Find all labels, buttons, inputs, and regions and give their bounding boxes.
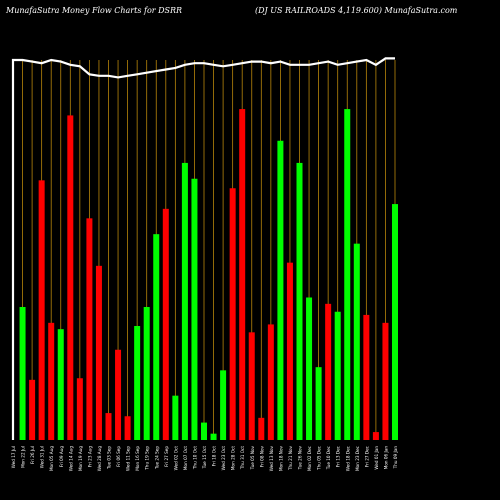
- x-tick-label: Fri 06 Sep: [116, 446, 121, 467]
- x-tick-label: Wed 18 Dec: [345, 445, 350, 471]
- x-tick-label: Mon 02 Dec: [307, 445, 312, 471]
- bar: [325, 303, 332, 440]
- x-tick-label: Wed 28 Aug: [97, 446, 102, 472]
- price-line: [11, 57, 395, 440]
- bar: [115, 349, 122, 440]
- bar: [267, 324, 274, 440]
- bar: [277, 140, 284, 440]
- x-tick-label: Mon 23 Dec: [355, 445, 360, 471]
- x-tick-label: Fri 18 Oct: [212, 446, 217, 467]
- x-tick-label: Mon 18 Nov: [278, 445, 283, 471]
- bar: [48, 322, 55, 440]
- bar: [248, 332, 255, 440]
- bar: [353, 243, 360, 440]
- x-tick-label: Thu 31 Oct: [240, 446, 245, 470]
- bar: [191, 178, 198, 440]
- bar: [392, 204, 398, 440]
- bar: [334, 311, 341, 440]
- x-tick-label: Wed 01 Jan: [374, 446, 379, 470]
- bar: [286, 262, 293, 440]
- bar: [181, 162, 188, 440]
- x-tick-label: Wed 31 Jul: [40, 446, 45, 468]
- bar: [19, 307, 26, 440]
- x-tick-label: Thu 05 Dec: [317, 445, 322, 471]
- x-tick-label: Tue 26 Nov: [298, 445, 303, 470]
- x-tick-label: Mon 06 Jan: [383, 446, 388, 470]
- bar: [134, 326, 141, 440]
- bar: [105, 413, 112, 440]
- x-tick-label: Wed 11 Sep: [126, 446, 131, 471]
- bar: [172, 395, 179, 440]
- bar: [86, 218, 93, 440]
- x-tick-label: Mon 05 Aug: [49, 446, 54, 471]
- x-tick-label: Fri 13 Dec: [336, 445, 341, 467]
- x-tick-label: Thu 09 Jan: [393, 446, 398, 470]
- bar: [76, 378, 83, 440]
- x-tick-labels: Wed 17 Jul Mon 22 Jul Fri 26 Jul Wed 31 Jul…: [11, 445, 398, 471]
- x-tick-label: Tue 05 Nov: [250, 445, 255, 470]
- bar: [229, 188, 236, 440]
- x-tick-label: Tue 24 Sep: [154, 446, 159, 470]
- x-tick-label: Fri 27 Dec: [364, 445, 369, 467]
- x-tick-label: Thu 10 Oct: [192, 446, 197, 470]
- x-tick-label: Wed 13 Nov: [269, 445, 274, 471]
- bar: [315, 367, 322, 440]
- x-tick-label: Mon 28 Oct: [231, 446, 236, 470]
- bar: [344, 109, 351, 440]
- bar: [372, 432, 379, 440]
- x-tick-label: Fri 27 Sep: [164, 446, 169, 467]
- price-line-layer: [11, 57, 395, 440]
- bar: [239, 109, 246, 440]
- bar: [306, 297, 313, 440]
- x-tick-label: Tue 15 Oct: [202, 446, 207, 470]
- x-tick-label: Mon 16 Sep: [135, 446, 140, 471]
- bar: [258, 417, 265, 440]
- bar: [220, 370, 227, 440]
- x-tick-label: Mon 22 Jul: [21, 446, 26, 468]
- x-tick-label: Thu 19 Sep: [145, 446, 150, 471]
- chart-subtitle: (DJ US RAILROADS 4,119.600) MunafaSutra.…: [255, 6, 458, 15]
- bar: [296, 162, 303, 440]
- x-tick-label: Tue 03 Sep: [107, 446, 112, 470]
- chart-title: MunafaSutra Money Flow Charts for DSRR: [6, 6, 183, 15]
- x-tick-label: Wed 02 Oct: [173, 446, 178, 471]
- x-tick-label: Mon 19 Aug: [78, 446, 83, 471]
- x-tick-label: Fri 08 Nov: [259, 445, 264, 467]
- bar: [143, 307, 150, 440]
- x-tick-label: Fri 09 Aug: [59, 446, 64, 467]
- bar: [162, 208, 169, 440]
- x-tick-label: Wed 14 Aug: [68, 446, 73, 472]
- x-tick-label: Tue 10 Dec: [326, 445, 331, 470]
- x-tick-label: Mon 07 Oct: [183, 446, 188, 470]
- bar: [382, 322, 389, 440]
- bar: [124, 416, 131, 440]
- bar: [38, 180, 45, 441]
- bar: [95, 265, 102, 440]
- bar: [210, 433, 217, 440]
- bars: [19, 109, 398, 441]
- x-tick-label: Fri 23 Aug: [87, 446, 92, 467]
- bar: [363, 314, 370, 440]
- bar: [57, 329, 64, 440]
- x-tick-label: Thu 21 Nov: [288, 445, 293, 471]
- bar: [67, 115, 74, 441]
- x-tick-label: Wed 17 Jul: [11, 446, 16, 468]
- bar: [153, 234, 160, 440]
- bar: [29, 379, 36, 440]
- x-tick-label: Fri 26 Jul: [30, 446, 35, 464]
- x-tick-label: Wed 23 Oct: [221, 446, 226, 471]
- bar: [201, 422, 207, 440]
